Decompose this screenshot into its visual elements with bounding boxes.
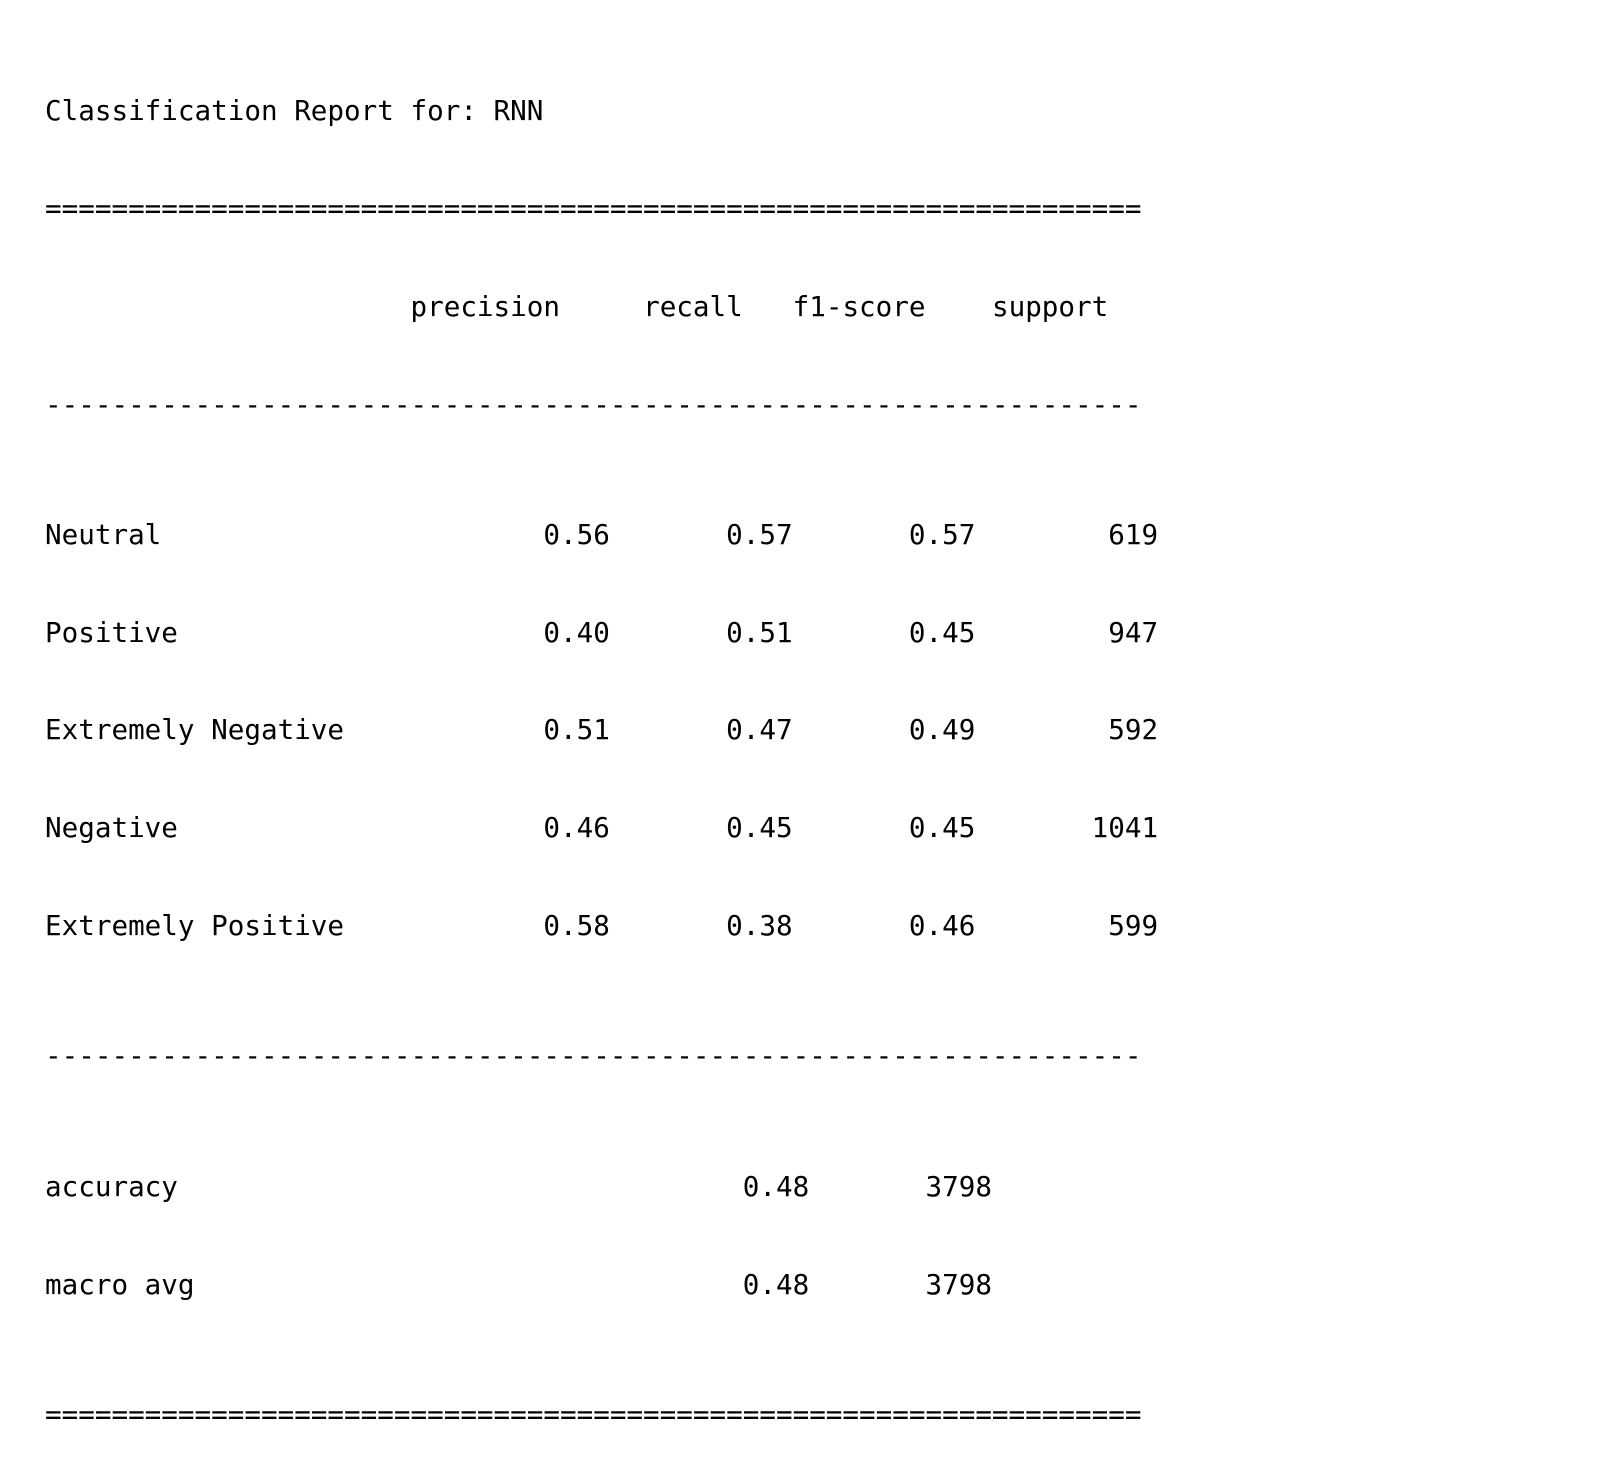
cell-gap — [975, 811, 1091, 844]
row-recall: 0.47 — [726, 713, 793, 747]
cell-gap — [610, 909, 726, 942]
header-support: support — [991, 289, 1109, 323]
summary-label: accuracy — [45, 1169, 178, 1203]
row-pad — [178, 811, 543, 844]
header-recall: recall — [643, 289, 743, 323]
row-precision: 0.40 — [543, 615, 610, 649]
cell-gap — [793, 616, 909, 649]
row-precision: 0.46 — [543, 811, 610, 845]
row-label: Positive — [45, 615, 178, 649]
row-recall: 0.38 — [726, 909, 793, 943]
classification-report: Classification Report for: RNN =========… — [45, 30, 1158, 1464]
cell-gap — [793, 909, 909, 942]
summary-pad — [178, 1170, 743, 1203]
row-f1-score: 0.46 — [908, 909, 976, 943]
row-f1-score: 0.45 — [908, 615, 976, 649]
cell-gap — [975, 518, 1108, 551]
row-recall: 0.57 — [726, 517, 793, 551]
summary-support: 3798 — [925, 1267, 992, 1301]
table-row: Negative 0.46 0.45 0.45 1041 — [45, 811, 1159, 845]
summary-label: macro avg — [45, 1267, 195, 1301]
row-support: 619 — [1108, 517, 1159, 551]
cell-gap — [610, 518, 726, 551]
row-label: Extremely Positive — [45, 909, 345, 943]
summary-f1-score: 0.48 — [742, 1169, 810, 1203]
table-row: Extremely Negative 0.51 0.47 0.49 592 — [45, 714, 1158, 747]
row-precision: 0.51 — [543, 713, 610, 747]
summary-row: macro avg 0.48 3798 — [45, 1267, 1158, 1302]
row-pad — [344, 713, 543, 746]
header-row: precision recall f1-score support — [45, 289, 1158, 324]
summary-pad — [195, 1268, 743, 1301]
row-label: Negative — [45, 811, 178, 845]
cell-gap — [610, 811, 726, 844]
row-support: 947 — [1108, 615, 1159, 649]
row-f1-score: 0.45 — [908, 811, 976, 845]
cell-gap — [793, 518, 909, 551]
cell-gap — [793, 713, 909, 746]
row-f1-score: 0.57 — [908, 517, 976, 551]
row-precision: 0.58 — [543, 909, 610, 943]
row-pad — [344, 909, 543, 942]
row-recall: 0.51 — [726, 615, 793, 649]
cell-gap — [809, 1268, 925, 1301]
row-pad — [178, 616, 543, 649]
cell-gap — [610, 616, 726, 649]
header-gap-1 — [560, 290, 643, 323]
row-support: 599 — [1108, 909, 1159, 943]
summary-f1-score: 0.48 — [742, 1267, 810, 1301]
report-title: Classification Report for: RNN — [45, 94, 544, 128]
summary-rule: ----------------------------------------… — [45, 1039, 1142, 1073]
bottom-rule: ========================================… — [45, 1397, 1142, 1431]
row-support: 1041 — [1091, 811, 1159, 845]
row-label: Neutral — [45, 517, 162, 551]
header-gap-2 — [743, 290, 793, 323]
table-row: Positive 0.40 0.51 0.45 947 — [45, 615, 1159, 650]
row-pad — [161, 518, 543, 551]
row-precision: 0.56 — [543, 517, 610, 551]
cell-gap — [793, 811, 909, 844]
header-f1-score: f1-score — [792, 289, 926, 323]
top-rule: ========================================… — [45, 191, 1142, 225]
summary-support: 3798 — [925, 1169, 992, 1203]
header-spacer — [45, 290, 410, 323]
row-support: 592 — [1108, 713, 1159, 747]
cell-gap — [610, 713, 726, 746]
table-row: Neutral 0.56 0.57 0.57 619 — [45, 517, 1159, 552]
cell-gap — [809, 1170, 925, 1203]
header-rule: ----------------------------------------… — [45, 387, 1142, 421]
row-recall: 0.45 — [726, 811, 793, 845]
summary-row: accuracy 0.48 3798 — [45, 1169, 1158, 1204]
header-gap-3 — [926, 290, 992, 323]
header-precision: precision — [410, 289, 560, 323]
row-label: Extremely Negative — [45, 713, 345, 747]
table-row: Extremely Positive 0.58 0.38 0.46 599 — [45, 909, 1159, 943]
row-f1-score: 0.49 — [908, 713, 976, 747]
cell-gap — [975, 909, 1108, 942]
cell-gap — [975, 616, 1108, 649]
cell-gap — [975, 713, 1108, 746]
